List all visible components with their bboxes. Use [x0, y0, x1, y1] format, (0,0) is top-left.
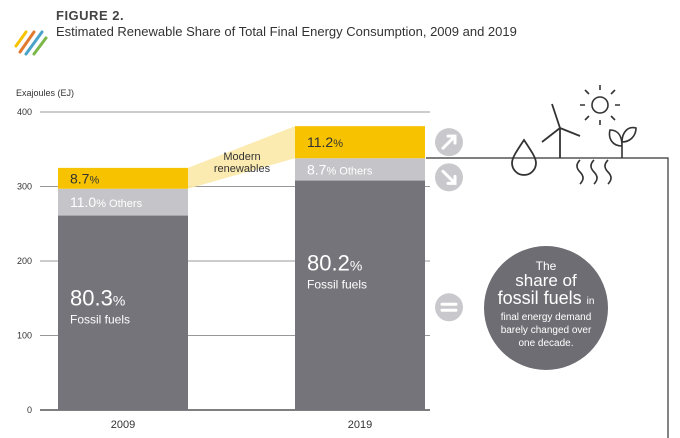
callout-line3-main: fossil fuels	[497, 288, 582, 308]
y-axis-label: Exajoules (EJ)	[16, 88, 75, 98]
equals-icon-glyph	[440, 302, 458, 312]
brand-logo	[14, 30, 48, 56]
fossil-name-label-2009: Fossil fuels	[70, 313, 130, 327]
arrow-down-right-icon-glyph	[441, 169, 457, 185]
energy-icons	[426, 85, 669, 438]
fossil-share-callout: The share of fossil fuels in final energ…	[484, 246, 608, 370]
callout-line2: share of	[515, 271, 577, 290]
renewable-share-label-2009: 8.7%	[70, 170, 99, 186]
water-drop-icon	[511, 138, 537, 176]
others-share-label-2009: 11.0% Others	[70, 194, 143, 210]
fossil-share-label-2019: 80.2%	[307, 251, 362, 276]
bar-2009-segment-0	[58, 215, 188, 410]
plant-icon	[608, 126, 637, 158]
y-tick-label-0: 0	[27, 405, 32, 415]
y-tick-label-300: 300	[17, 182, 32, 192]
callout-line5: barely changed over	[500, 325, 592, 336]
y-tick-label-400: 400	[17, 107, 32, 117]
y-tick-label-200: 200	[17, 256, 32, 266]
renewables-connector-band	[188, 126, 295, 189]
arrow-down-right-icon	[435, 163, 463, 192]
callout-line1: The	[535, 259, 557, 273]
bar-2019-segment-1	[295, 158, 425, 181]
arrow-up-right-icon	[435, 128, 463, 157]
figure-title: Estimated Renewable Share of Total Final…	[56, 24, 517, 39]
arrow-up-right-icon-glyph	[441, 134, 457, 150]
callout-line3-small: in	[586, 296, 595, 307]
figure-label: FIGURE 2.	[56, 8, 125, 23]
callout-line4: final energy demand	[500, 312, 592, 323]
fossil-share-label-2009: 80.3%	[70, 286, 125, 311]
modern-renewables-label-line1: Modern	[223, 151, 260, 163]
renewable-share-label-2019: 11.2%	[307, 134, 343, 150]
bar-2009-segment-2	[58, 167, 188, 189]
bar-2009-segment-1	[58, 188, 188, 216]
callout-line6: one decade.	[518, 338, 574, 349]
bar-2019-segment-2	[295, 126, 425, 159]
callout-line3: fossil fuels in	[484, 289, 608, 311]
fossil-name-label-2019: Fossil fuels	[307, 278, 367, 292]
heat-waves-icon	[576, 159, 612, 185]
x-tick-label-2009: 2009	[111, 419, 135, 431]
sun-icon	[591, 96, 609, 114]
others-share-label-2019: 8.7% Others	[307, 161, 373, 177]
equals-icon	[435, 293, 463, 322]
bar-2019-segment-0	[295, 180, 425, 410]
equals-icon-circle	[435, 293, 463, 322]
modern-renewables-label-line2: renewables	[214, 163, 271, 175]
y-tick-label-100: 100	[17, 331, 32, 341]
x-tick-label-2019: 2019	[348, 419, 372, 431]
